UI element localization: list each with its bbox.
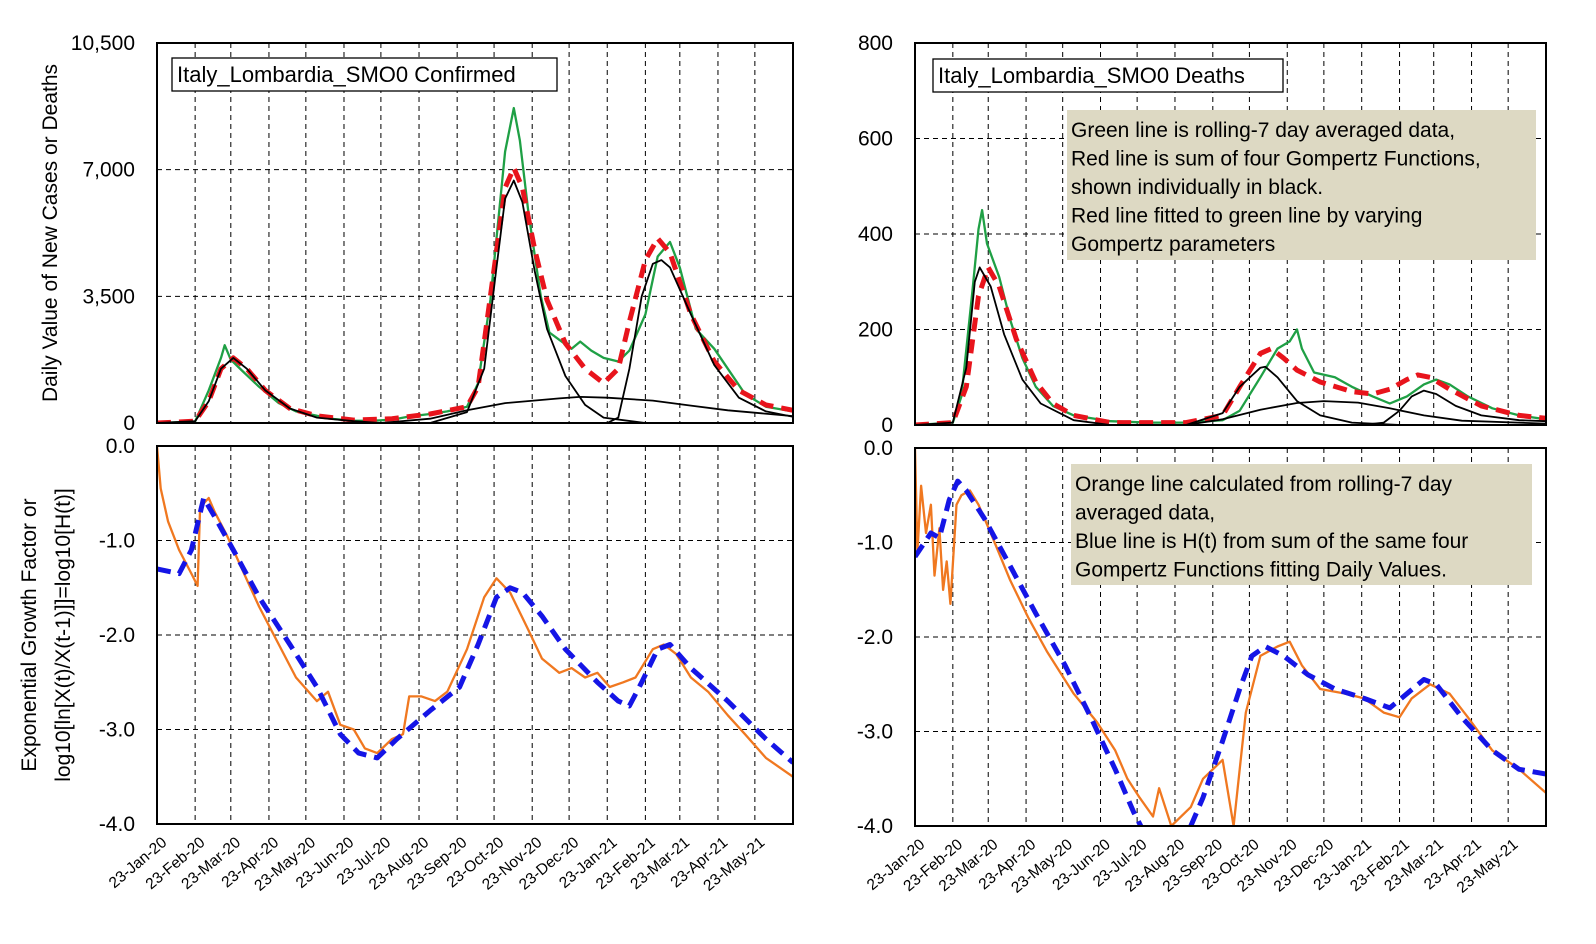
annotation-background: [1067, 110, 1536, 260]
series-line-blue-dashed: [157, 495, 793, 765]
series-line-black-solid: [1185, 400, 1546, 425]
series-line-green-solid: [915, 208, 1546, 425]
series-line-blue-dashed: [915, 478, 1144, 826]
series-group: [157, 446, 793, 778]
annotation-line: Orange line calculated from rolling-7 da…: [1075, 473, 1453, 496]
y-tick-label: -3.0: [99, 719, 135, 742]
y-tick-label: 200: [858, 319, 893, 342]
y-tick-label: -4.0: [99, 813, 135, 836]
annotation-line: Gompertz Functions fitting Daily Values.: [1075, 559, 1447, 582]
title-frame: [932, 58, 1284, 93]
confirmed-growth-panel: -4.0 -3.0 -2.0 -1.0 0.0 Exponential Growth Fa…: [18, 435, 794, 895]
title-frame: [171, 57, 558, 92]
annotation-line: shown individually in black.: [1071, 176, 1323, 199]
deaths-panel: 0 200 400 600 800 Italy_Lombardia_SMO0 Deaths…: [858, 32, 1547, 437]
annotation-line: Red line fitted to green line by varying: [1071, 205, 1422, 228]
y-tick-label: -3.0: [857, 721, 893, 744]
annotation-box: Green line is rolling-7 day averaged dat…: [1067, 110, 1536, 260]
y-tick-label: 10,500: [71, 32, 135, 55]
chart-title: Italy_Lombardia_SMO0 Deaths: [938, 63, 1245, 88]
deaths-growth-panel: -4.0 -3.0 -2.0 -1.0 0.0 Orange line calculate…: [857, 437, 1547, 897]
y-tick-label: -4.0: [857, 815, 893, 838]
y-axis-label: log10[ln[X(t)/X(t-1)]]=log10[H(t)]: [52, 488, 75, 782]
plot-frame: [156, 445, 794, 825]
annotation-line: Blue line is H(t) from sum of the same f…: [1075, 530, 1468, 553]
series-line-blue-dashed: [1188, 644, 1546, 826]
series-line-orange-solid: [915, 448, 1546, 826]
series-line-black-solid: [1361, 389, 1546, 425]
y-tick-label: 800: [858, 32, 893, 55]
series-line-black-solid: [380, 396, 793, 423]
annotation-line: averaged data,: [1075, 502, 1215, 525]
series-group: [157, 106, 793, 423]
y-tick-label: -1.0: [99, 530, 135, 553]
y-tick-label: 0.0: [864, 437, 893, 460]
y-tick-label: 400: [858, 223, 893, 246]
y-axis-label: Exponential Growth Factor or: [18, 498, 41, 771]
annotation-line: Red line is sum of four Gompertz Functio…: [1071, 148, 1481, 171]
series-line-black-solid: [606, 259, 793, 423]
chart-title-box: Italy_Lombardia_SMO0 Deaths: [932, 58, 1284, 93]
y-tick-label: 0.0: [106, 435, 135, 458]
series-group: [915, 208, 1546, 425]
y-tick-label: 7,000: [82, 159, 135, 182]
y-axis-label: Daily Value of New Cases or Deaths: [39, 64, 62, 402]
gridlines: [157, 446, 793, 824]
series-line-black-solid: [157, 357, 381, 423]
annotation-box: Orange line calculated from rolling-7 da…: [1071, 464, 1532, 585]
series-line-orange-solid: [157, 446, 793, 778]
chart-title: Italy_Lombardia_SMO0 Confirmed: [177, 62, 516, 87]
annotation-line: Gompertz parameters: [1071, 233, 1275, 256]
y-tick-label: 0: [881, 414, 893, 437]
confirmed-panel: 0 3,500 7,000 10,500 Italy_Lombardia_SMO0 Co…: [39, 32, 794, 435]
chart-title-box: Italy_Lombardia_SMO0 Confirmed: [171, 57, 558, 92]
gridlines: [157, 43, 793, 423]
y-tick-label: 0: [123, 412, 135, 435]
annotation-line: Green line is rolling-7 day averaged dat…: [1071, 119, 1455, 142]
series-line-black-solid: [1185, 365, 1400, 425]
plot-frame: [156, 42, 794, 424]
series-line-red-dashed: [157, 165, 793, 423]
series-line-red-dashed: [915, 264, 1546, 425]
series-line-black-solid: [429, 179, 646, 423]
y-tick-label: 600: [858, 128, 893, 151]
plot-frame: [914, 42, 1547, 426]
series-group: [915, 448, 1546, 826]
plot-frame: [914, 447, 1547, 827]
series-line-black-solid: [915, 266, 1111, 425]
y-tick-label: -2.0: [99, 624, 135, 647]
y-tick-label: 3,500: [82, 285, 135, 308]
y-tick-label: -1.0: [857, 532, 893, 555]
annotation-background: [1071, 464, 1532, 585]
y-tick-label: -2.0: [857, 626, 893, 649]
